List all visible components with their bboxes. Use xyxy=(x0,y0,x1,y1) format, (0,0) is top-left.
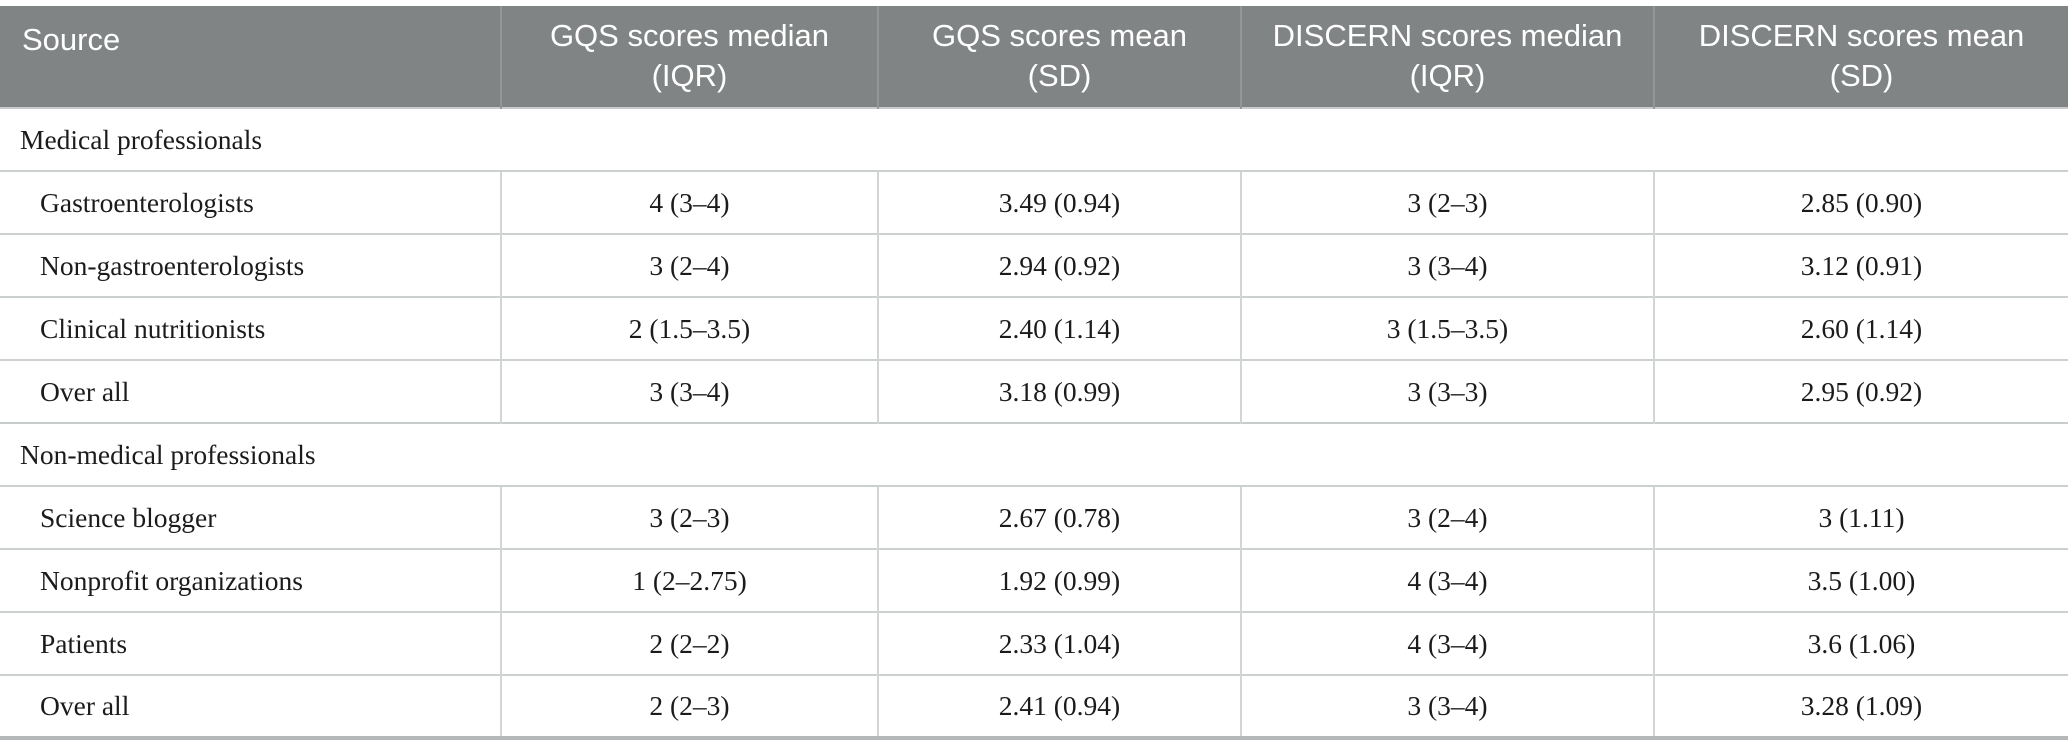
table-bottom-rule xyxy=(0,736,2068,743)
row-label: Patients xyxy=(0,611,501,676)
row-label: Non-gastroenterologists xyxy=(0,233,501,298)
row-label: Over all xyxy=(0,359,501,424)
cell-gqs-mean-sd: 2.41 (0.94) xyxy=(877,674,1241,739)
section-label: Non-medical professionals xyxy=(0,422,2068,487)
cell-discern-mean-sd: 3.5 (1.00) xyxy=(1653,548,2068,613)
cell-discern-median-iqr: 4 (3–4) xyxy=(1240,611,1654,676)
cell-discern-median-iqr: 3 (3–4) xyxy=(1240,233,1654,298)
column-header-discern-median: DISCERN scores median (IQR) xyxy=(1240,6,1654,109)
cell-discern-mean-sd: 2.95 (0.92) xyxy=(1653,359,2068,424)
row-label: Clinical nutritionists xyxy=(0,296,501,361)
table-bottom-rule-line xyxy=(0,736,2068,743)
cell-gqs-mean-sd: 1.92 (0.99) xyxy=(877,548,1241,613)
table-row: Clinical nutritionists 2 (1.5–3.5) 2.40 (1… xyxy=(0,296,2068,361)
row-label: Nonprofit organizations xyxy=(0,548,501,613)
cell-discern-mean-sd: 3 (1.11) xyxy=(1653,485,2068,550)
row-label: Over all xyxy=(0,674,501,739)
table-row: Non-gastroenterologists 3 (2–4) 2.94 (0.92… xyxy=(0,233,2068,298)
cell-gqs-mean-sd: 2.94 (0.92) xyxy=(877,233,1241,298)
cell-discern-median-iqr: 3 (1.5–3.5) xyxy=(1240,296,1654,361)
header-row: Source GQS scores median (IQR) GQS score… xyxy=(0,6,2068,109)
cell-discern-median-iqr: 3 (3–3) xyxy=(1240,359,1654,424)
cell-gqs-mean-sd: 3.49 (0.94) xyxy=(877,170,1241,235)
cell-gqs-median-iqr: 3 (2–3) xyxy=(500,485,878,550)
cell-gqs-median-iqr: 4 (3–4) xyxy=(500,170,878,235)
cell-gqs-mean-sd: 2.33 (1.04) xyxy=(877,611,1241,676)
cell-discern-mean-sd: 2.60 (1.14) xyxy=(1653,296,2068,361)
cell-gqs-mean-sd: 2.67 (0.78) xyxy=(877,485,1241,550)
cell-gqs-median-iqr: 2 (1.5–3.5) xyxy=(500,296,878,361)
column-header-discern-mean: DISCERN scores mean (SD) xyxy=(1653,6,2068,109)
table-row: Science blogger 3 (2–3) 2.67 (0.78) 3 (2–4)… xyxy=(0,485,2068,550)
column-header-source: Source xyxy=(0,6,501,109)
cell-discern-mean-sd: 3.28 (1.09) xyxy=(1653,674,2068,739)
row-label: Gastroenterologists xyxy=(0,170,501,235)
cell-gqs-median-iqr: 2 (2–2) xyxy=(500,611,878,676)
cell-gqs-mean-sd: 3.18 (0.99) xyxy=(877,359,1241,424)
column-header-gqs-mean: GQS scores mean (SD) xyxy=(877,6,1241,109)
table-row: Gastroenterologists 4 (3–4) 3.49 (0.94) 3 (… xyxy=(0,170,2068,235)
cell-discern-median-iqr: 3 (2–3) xyxy=(1240,170,1654,235)
scores-table: Source GQS scores median (IQR) GQS score… xyxy=(0,6,2068,743)
cell-gqs-median-iqr: 2 (2–3) xyxy=(500,674,878,739)
row-label: Science blogger xyxy=(0,485,501,550)
section-row: Medical professionals xyxy=(0,107,2068,172)
table-row: Over all 3 (3–4) 3.18 (0.99) 3 (3–3) 2.95 (0… xyxy=(0,359,2068,424)
cell-gqs-mean-sd: 2.40 (1.14) xyxy=(877,296,1241,361)
cell-discern-median-iqr: 3 (3–4) xyxy=(1240,674,1654,739)
table-header: Source GQS scores median (IQR) GQS score… xyxy=(0,6,2068,109)
section-label: Medical professionals xyxy=(0,107,2068,172)
table-row: Over all 2 (2–3) 2.41 (0.94) 3 (3–4) 3.28 (1… xyxy=(0,674,2068,739)
section-row: Non-medical professionals xyxy=(0,422,2068,487)
table-row: Nonprofit organizations 1 (2–2.75) 1.92 (0… xyxy=(0,548,2068,613)
cell-discern-mean-sd: 3.12 (0.91) xyxy=(1653,233,2068,298)
column-header-gqs-median: GQS scores median (IQR) xyxy=(500,6,878,109)
table-row: Patients 2 (2–2) 2.33 (1.04) 4 (3–4) 3.6 (1.… xyxy=(0,611,2068,676)
cell-discern-median-iqr: 3 (2–4) xyxy=(1240,485,1654,550)
cell-gqs-median-iqr: 3 (3–4) xyxy=(500,359,878,424)
table-body: Medical professionals Gastroenterologists… xyxy=(0,107,2068,743)
cell-discern-median-iqr: 4 (3–4) xyxy=(1240,548,1654,613)
cell-gqs-median-iqr: 3 (2–4) xyxy=(500,233,878,298)
cell-discern-mean-sd: 2.85 (0.90) xyxy=(1653,170,2068,235)
cell-gqs-median-iqr: 1 (2–2.75) xyxy=(500,548,878,613)
cell-discern-mean-sd: 3.6 (1.06) xyxy=(1653,611,2068,676)
